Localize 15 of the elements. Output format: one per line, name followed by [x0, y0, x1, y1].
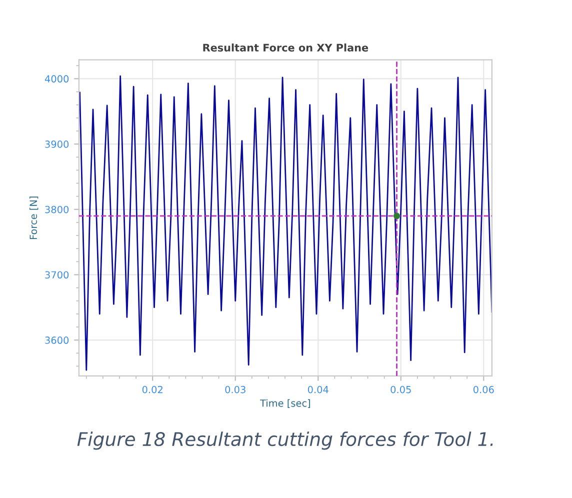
caption: Figure 18 Resultant cutting forces for Tool 1.	[77, 432, 493, 450]
y-tick-label: 3700	[45, 271, 69, 279]
y-tick-label: 4000	[44, 75, 69, 83]
x-tick-label: 0.05	[390, 386, 411, 394]
x-tick-label: 0.02	[142, 386, 162, 394]
y-tick-label: 3800	[45, 206, 69, 214]
x-tick-label: 0.03	[225, 386, 246, 394]
line-series	[79, 75, 492, 371]
x-tick-label: 0.06	[473, 386, 494, 394]
chart-title: Resultant Force on XY Plane	[203, 44, 368, 52]
x-axis-title: Time [sec]	[260, 399, 310, 408]
y-tick-label: 3600	[45, 336, 69, 344]
y-axis-title: Force [N]	[30, 196, 38, 240]
x-tick-label: 0.04	[308, 386, 328, 394]
y-tick-label: 3900	[45, 140, 69, 148]
